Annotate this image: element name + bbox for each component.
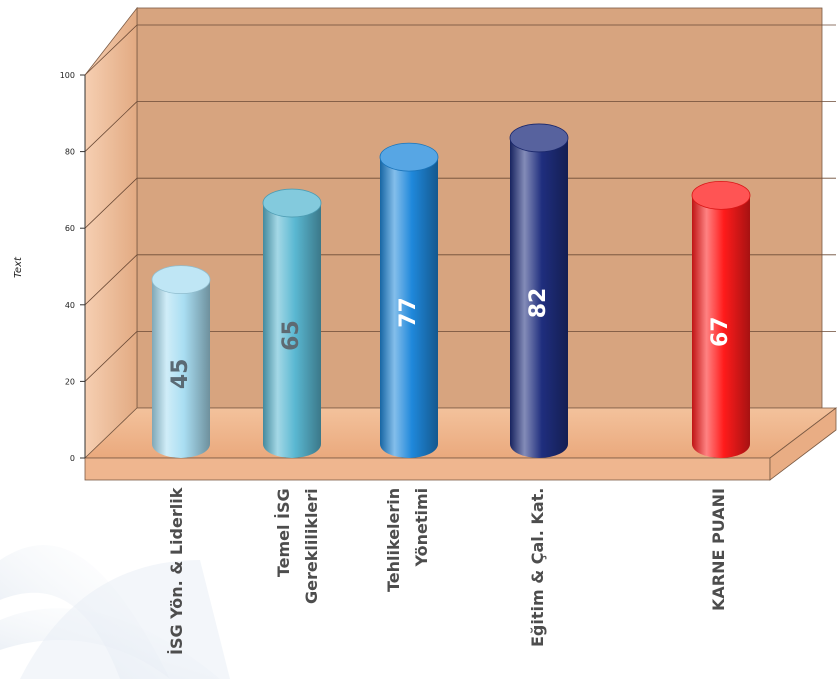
gridline-side <box>84 254 138 306</box>
y-tick-label: 100 <box>60 71 75 80</box>
x-tick-label-line: Temel İSG <box>274 488 293 578</box>
bar-top <box>509 123 569 153</box>
bar-top <box>691 180 751 210</box>
bar-body <box>510 137 568 458</box>
bar: 65 <box>262 188 322 458</box>
bar-top <box>151 265 211 295</box>
bar-body <box>692 195 750 458</box>
y-tick-label: 80 <box>65 148 75 157</box>
bar-top <box>262 188 322 218</box>
bar-body <box>152 279 210 458</box>
bar-top <box>379 142 439 172</box>
x-tick-label-line: İSG Yön. & Liderlik <box>167 487 186 655</box>
floor-side <box>769 407 837 481</box>
data-label: 77 <box>396 297 421 328</box>
data-label: 67 <box>708 316 733 347</box>
data-label: 45 <box>168 359 193 390</box>
x-tick-label-line: Tehlikelerin <box>384 487 403 592</box>
background-swoosh <box>0 544 230 679</box>
y-tick-label: 60 <box>65 224 75 233</box>
bar: 45 <box>151 265 211 458</box>
x-tick-label-line: Yönetimi <box>412 487 431 567</box>
gridline-side <box>84 331 138 382</box>
x-tick-label: Temel İSG Gereklilikleri <box>270 488 326 604</box>
y-tick-label: 0 <box>70 454 75 463</box>
x-tick-label: İSG Yön. & Liderlik <box>163 488 191 655</box>
data-label: 65 <box>279 320 304 351</box>
bars: 45 65 77 82 67 <box>151 123 751 458</box>
gridline-side <box>84 101 138 152</box>
gridline-side <box>84 177 138 229</box>
x-tick-label: Eğitim & Çal. Kat. <box>524 488 552 647</box>
gridline-side <box>84 24 138 76</box>
floor-front <box>84 457 771 481</box>
grid-lines <box>84 24 836 382</box>
bar: 82 <box>509 123 569 458</box>
side-wall <box>84 6 138 459</box>
x-tick-label-line: Gereklilikleri <box>302 488 321 604</box>
bar-body <box>263 203 321 458</box>
y-tick-label: 40 <box>65 301 75 310</box>
x-tick-label-line: KARNE PUANI <box>709 488 728 611</box>
y-axis: 0 20 40 60 80 100 <box>60 71 86 463</box>
bar: 67 <box>691 180 751 458</box>
bar-body <box>380 157 438 458</box>
x-tick-label: KARNE PUANI <box>705 488 733 611</box>
y-tick-label: 20 <box>65 377 75 386</box>
data-label: 82 <box>526 288 551 319</box>
x-tick-label-line: Eğitim & Çal. Kat. <box>528 487 547 647</box>
bar: 77 <box>379 142 439 458</box>
x-tick-label: Tehlikelerin Yönetimi <box>380 488 436 592</box>
y-axis-title: Text <box>12 257 24 278</box>
